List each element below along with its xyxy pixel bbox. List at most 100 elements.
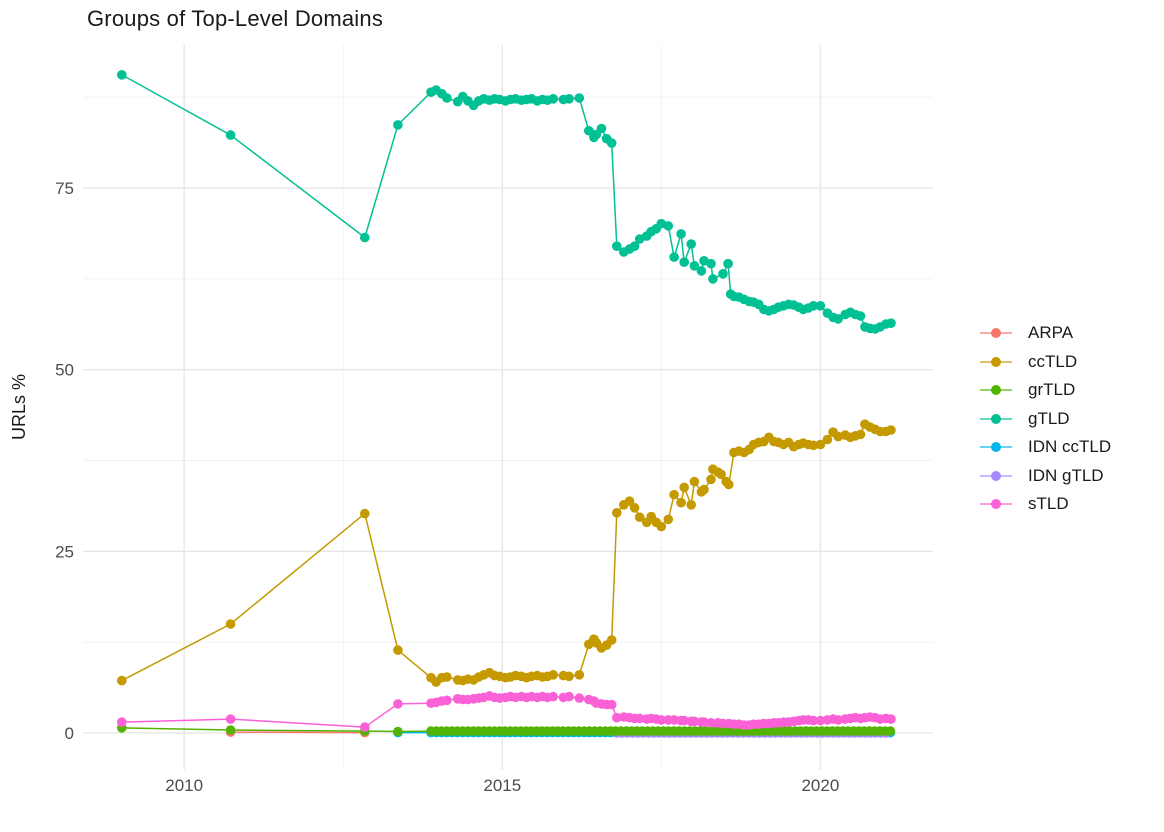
legend-key-icon [980,328,1012,339]
legend-key-icon [980,470,1012,481]
chart-title: Groups of Top-Level Domains [87,6,384,31]
legend-item-idn-cctld: IDN ccTLD [978,433,1111,462]
data-point [393,120,403,130]
data-point [679,715,689,726]
data-point [393,726,403,737]
data-point [676,497,686,508]
data-point [689,476,700,487]
data-point [442,93,452,103]
legend-item-stld: sTLD [978,490,1111,519]
data-point [815,301,826,311]
data-point [612,712,622,723]
data-point [656,715,667,725]
data-point [822,434,833,445]
y-tick-label: 50 [55,361,74,380]
data-point [689,261,700,271]
data-point [117,70,127,80]
data-point [634,512,645,522]
data-point [117,675,127,686]
data-point [716,469,726,480]
data-point [686,500,696,510]
data-point [663,514,674,525]
data-point [564,94,574,104]
legend-item-idn-gtld: IDN gTLD [978,462,1111,491]
data-point [225,714,236,724]
data-point [574,693,585,703]
data-point [669,715,679,725]
data-point [584,125,594,136]
legend-key-icon [980,499,1012,510]
y-tick-label: 0 [65,724,74,743]
legend-label-gtld: gTLD [1028,408,1070,428]
legend-label-idn-cctld: IDN ccTLD [1028,437,1112,457]
data-point [596,123,607,134]
data-point [574,670,585,680]
data-point [442,672,452,682]
data-point [808,301,819,311]
legend-key-icon [980,356,1012,367]
data-point [885,726,896,736]
data-point [629,241,640,251]
data-point [117,717,127,727]
data-point [699,484,709,495]
x-tick-label: 2010 [165,776,203,795]
data-point [393,699,403,709]
data-point [606,138,617,148]
legend-item-arpa: ARPA [978,319,1111,348]
series-grtld [117,723,896,737]
legend-label-grtld: grTLD [1028,380,1076,400]
data-point [808,440,819,451]
data-point [706,474,716,485]
data-point [886,714,896,724]
data-point [723,258,733,269]
legend-label-cctld: ccTLD [1028,351,1078,371]
data-point [706,718,716,728]
data-point [676,229,686,239]
data-point [564,671,574,682]
data-point [624,496,635,507]
data-point [855,429,866,440]
series-stld [117,691,896,732]
legend-label-stld: sTLD [1028,494,1069,514]
data-point [564,691,574,702]
data-point [548,94,558,104]
data-point [718,269,728,279]
data-point [815,715,826,726]
data-point [855,311,866,321]
data-point [679,257,689,268]
legend-label-idn-gtld: IDN gTLD [1028,465,1104,485]
data-point [689,716,700,727]
data-point [699,717,709,727]
data-point [886,318,896,329]
data-point [606,635,617,645]
data-point [548,670,558,680]
legend-key-icon [980,442,1012,453]
data-point [225,725,236,735]
x-tick-label: 2015 [483,776,521,795]
legend-item-gtld: gTLD [978,405,1111,434]
legend-key-icon [980,385,1012,396]
y-tick-label: 25 [55,542,74,561]
data-point [808,715,819,726]
data-point [686,239,696,249]
data-point [606,699,617,710]
data-point [612,508,622,518]
data-point [393,645,403,655]
data-point [696,266,707,276]
data-point [708,274,718,284]
data-point [706,258,716,269]
axis-tick-labels: 2010 2015 2020 0 25 50 75 [55,179,839,795]
data-point [669,489,679,500]
legend-item-cctld: ccTLD [978,348,1111,377]
data-point [360,722,370,732]
legend-label-arpa: ARPA [1028,323,1074,343]
data-point [663,221,674,231]
data-point [574,93,585,103]
data-point [634,713,645,724]
data-point [679,482,689,493]
data-point [669,252,679,262]
y-tick-label: 75 [55,179,74,198]
series-cctld [117,419,896,687]
